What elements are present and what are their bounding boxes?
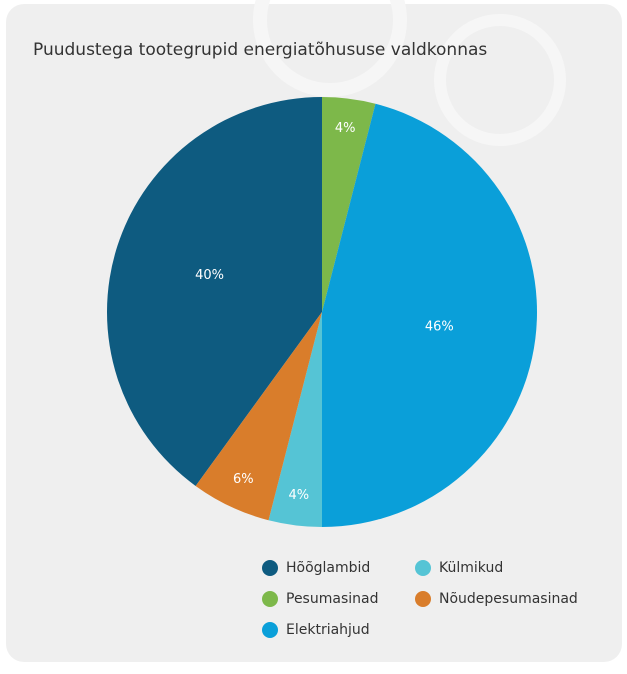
legend-label: Hõõglambid [286, 560, 370, 576]
value-label: 4% [289, 488, 310, 503]
legend-marker [262, 622, 278, 638]
legend-label: Pesumasinad [286, 591, 378, 607]
chart: Puudustega tootegrupid energiatõhususe v… [0, 0, 627, 670]
legend-label: Elektriahjud [286, 622, 370, 638]
value-label: 46% [425, 319, 454, 334]
legend-marker [415, 591, 431, 607]
legend-label: Nõudepesumasinad [439, 591, 578, 607]
value-label: 6% [233, 472, 254, 487]
value-label: 4% [335, 121, 356, 136]
legend-marker [262, 560, 278, 576]
value-label: 40% [195, 268, 224, 283]
page: Puudustega tootegrupid energiatõhususe v… [0, 0, 627, 670]
chart-title: Puudustega tootegrupid energiatõhususe v… [33, 40, 487, 60]
legend-label: Külmikud [439, 560, 503, 576]
legend-marker [262, 591, 278, 607]
legend-marker [415, 560, 431, 576]
